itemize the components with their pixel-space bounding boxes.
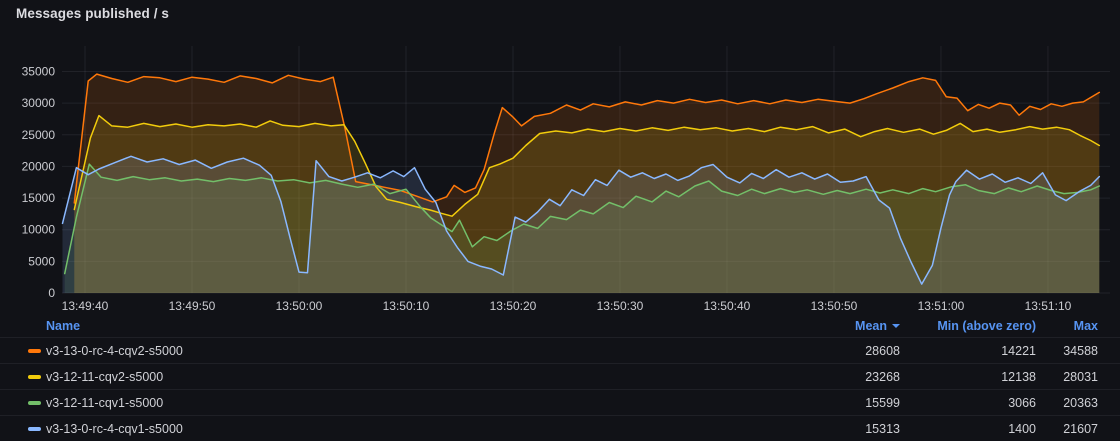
max-value: 28031 bbox=[1063, 369, 1098, 384]
series-name[interactable]: v3-12-11-cqv2-s5000 bbox=[46, 369, 164, 384]
min-value: 12138 bbox=[1001, 369, 1036, 384]
chart-area: 0 5000 10000 15000 20000 25000 30000 35000 13:49… bbox=[0, 0, 1120, 314]
series-line bbox=[63, 163, 1101, 275]
y-axis-tick-label: 25000 bbox=[22, 128, 56, 142]
x-axis-tick-label: 13:49:40 bbox=[62, 299, 109, 313]
legend-header-mean-label: Mean bbox=[855, 318, 887, 333]
x-axis-tick-label: 13:50:20 bbox=[490, 299, 537, 313]
series-name[interactable]: v3-13-0-rc-4-cqv1-s5000 bbox=[46, 421, 183, 436]
legend-header-max[interactable]: Max bbox=[1073, 318, 1098, 333]
y-axis-tick-label: 35000 bbox=[22, 65, 56, 79]
legend-row: v3-13-0-rc-4-cqv2-s5000 28608 14221 34588 bbox=[0, 337, 1120, 363]
series-name[interactable]: v3-12-11-cqv1-s5000 bbox=[46, 395, 164, 410]
series-color-swatch[interactable] bbox=[28, 400, 41, 405]
x-axis-tick-label: 13:50:00 bbox=[276, 299, 323, 313]
y-axis-tick-label: 5000 bbox=[28, 254, 55, 268]
legend-row: v3-12-11-cqv1-s5000 15599 3066 20363 bbox=[0, 389, 1120, 415]
y-axis-tick-label: 0 bbox=[48, 286, 55, 300]
mean-value: 15313 bbox=[865, 421, 900, 436]
series-line bbox=[61, 155, 1101, 285]
x-axis-tick-label: 13:50:10 bbox=[383, 299, 430, 313]
x-axis-tick-label: 13:50:30 bbox=[597, 299, 644, 313]
legend-row: v3-12-11-cqv2-s5000 23268 12138 28031 bbox=[0, 363, 1120, 389]
x-axis-tick-label: 13:51:00 bbox=[918, 299, 965, 313]
legend-name-cell: v3-13-0-rc-4-cqv1-s5000 bbox=[28, 422, 790, 436]
mean-value: 28608 bbox=[865, 343, 900, 358]
legend-row: v3-13-0-rc-4-cqv1-s5000 15313 1400 21607 bbox=[0, 415, 1120, 441]
mean-value: 23268 bbox=[865, 369, 900, 384]
series-name[interactable]: v3-13-0-rc-4-cqv2-s5000 bbox=[46, 343, 183, 358]
legend-name-cell: v3-12-11-cqv2-s5000 bbox=[28, 370, 790, 384]
y-axis-tick-label: 15000 bbox=[22, 191, 56, 205]
sort-desc-icon bbox=[892, 323, 900, 328]
x-axis-tick-label: 13:50:40 bbox=[704, 299, 751, 313]
series-color-swatch[interactable] bbox=[28, 374, 41, 379]
series-color-swatch[interactable] bbox=[28, 426, 41, 431]
max-value: 20363 bbox=[1063, 395, 1098, 410]
x-axis-tick-label: 13:50:50 bbox=[811, 299, 858, 313]
y-axis-tick-label: 30000 bbox=[22, 96, 56, 110]
series-line bbox=[73, 73, 1101, 204]
series-area bbox=[74, 115, 1100, 293]
y-axis-tick-label: 20000 bbox=[22, 159, 56, 173]
timeseries-chart[interactable]: 0 5000 10000 15000 20000 25000 30000 35000 13:49… bbox=[0, 0, 1120, 314]
min-value: 1400 bbox=[1008, 421, 1036, 436]
min-value: 3066 bbox=[1008, 395, 1036, 410]
legend-header-name[interactable]: Name bbox=[46, 318, 81, 333]
min-value: 14221 bbox=[1001, 343, 1036, 358]
legend-header-min[interactable]: Min (above zero) bbox=[937, 318, 1036, 333]
mean-value: 15599 bbox=[865, 395, 900, 410]
legend-name-cell: v3-13-0-rc-4-cqv2-s5000 bbox=[28, 344, 790, 358]
max-value: 21607 bbox=[1063, 421, 1098, 436]
plot-area[interactable] bbox=[62, 46, 1110, 293]
legend-table: Name Mean Min (above zero) Max v3-13-0-r… bbox=[0, 314, 1120, 441]
y-axis-tick-label: 10000 bbox=[22, 223, 56, 237]
x-axis-tick-label: 13:51:10 bbox=[1025, 299, 1072, 313]
series-area bbox=[64, 164, 1100, 293]
legend-header-row: Name Mean Min (above zero) Max bbox=[0, 314, 1120, 337]
panel-title: Messages published / s bbox=[16, 6, 170, 21]
legend-header-mean[interactable]: Mean bbox=[790, 319, 900, 333]
max-value: 34588 bbox=[1063, 343, 1098, 358]
series-color-swatch[interactable] bbox=[28, 348, 41, 353]
legend-rows: v3-13-0-rc-4-cqv2-s5000 28608 14221 34588 v3… bbox=[0, 337, 1120, 441]
legend-name-cell: v3-12-11-cqv1-s5000 bbox=[28, 396, 790, 410]
x-axis-tick-label: 13:49:50 bbox=[169, 299, 216, 313]
series-line bbox=[73, 114, 1101, 217]
